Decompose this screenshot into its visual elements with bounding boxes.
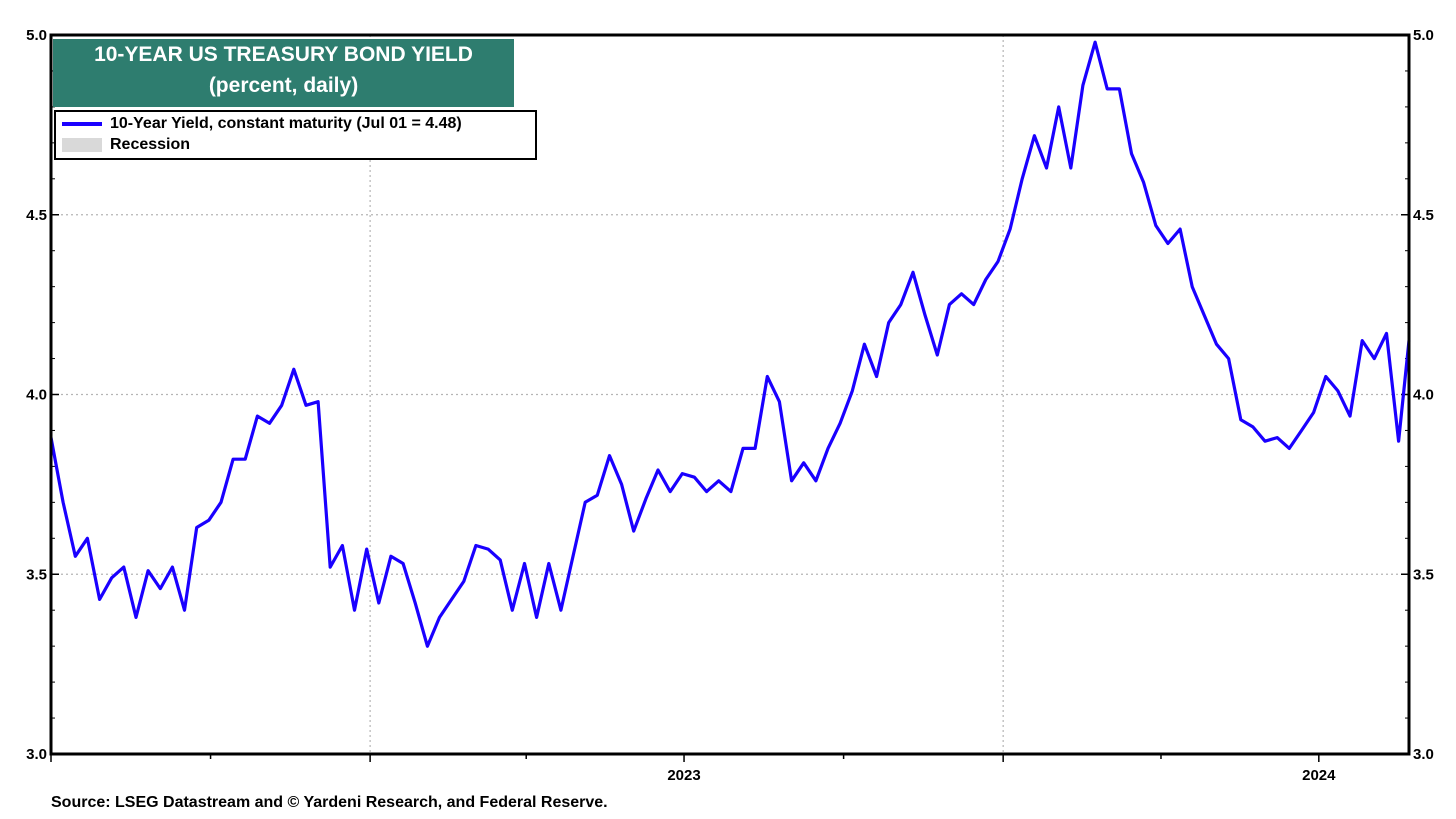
legend-label-recession: Recession bbox=[110, 136, 191, 153]
y-tick-label-right: 4.0 bbox=[1413, 387, 1434, 404]
x-tick-label: 2023 bbox=[667, 767, 700, 784]
y-tick-label-left: 3.0 bbox=[26, 746, 47, 763]
legend-item-recession: Recession bbox=[62, 135, 190, 155]
chart-subtitle: (percent, daily) bbox=[208, 74, 359, 97]
chart-title: 10-YEAR US TREASURY BOND YIELD bbox=[94, 43, 473, 66]
y-tick-label-left: 4.5 bbox=[26, 207, 47, 224]
legend: 10-Year Yield, constant maturity (Jul 01… bbox=[54, 110, 537, 160]
legend-label-yield: 10-Year Yield, constant maturity (Jul 01… bbox=[110, 115, 462, 132]
y-tick-label-left: 4.0 bbox=[26, 387, 47, 404]
y-tick-label-left: 3.5 bbox=[26, 566, 47, 583]
y-tick-label-right: 5.0 bbox=[1413, 27, 1434, 44]
y-tick-label-right: 3.5 bbox=[1413, 566, 1434, 583]
chart-title-box: 10-YEAR US TREASURY BOND YIELD (percent,… bbox=[53, 39, 514, 107]
legend-line-swatch bbox=[62, 122, 102, 126]
legend-recession-swatch bbox=[62, 138, 102, 152]
source-note: Source: LSEG Datastream and © Yardeni Re… bbox=[51, 794, 608, 811]
legend-item-yield: 10-Year Yield, constant maturity (Jul 01… bbox=[62, 114, 462, 134]
series-line-10-year-yield bbox=[49, 40, 1411, 648]
y-tick-label-left: 5.0 bbox=[26, 27, 47, 44]
x-tick-label: 2024 bbox=[1302, 767, 1336, 784]
axis-labels: 3.0 3.0 3.5 3.5 4.0 4.0 4.5 4.5 5.0 5.0 2023 2024 bbox=[26, 27, 1434, 784]
y-tick-label-right: 3.0 bbox=[1413, 746, 1434, 763]
y-tick-label-right: 4.5 bbox=[1413, 207, 1434, 224]
plot-area-frame bbox=[49, 33, 1411, 756]
grid-lines bbox=[51, 35, 1409, 754]
